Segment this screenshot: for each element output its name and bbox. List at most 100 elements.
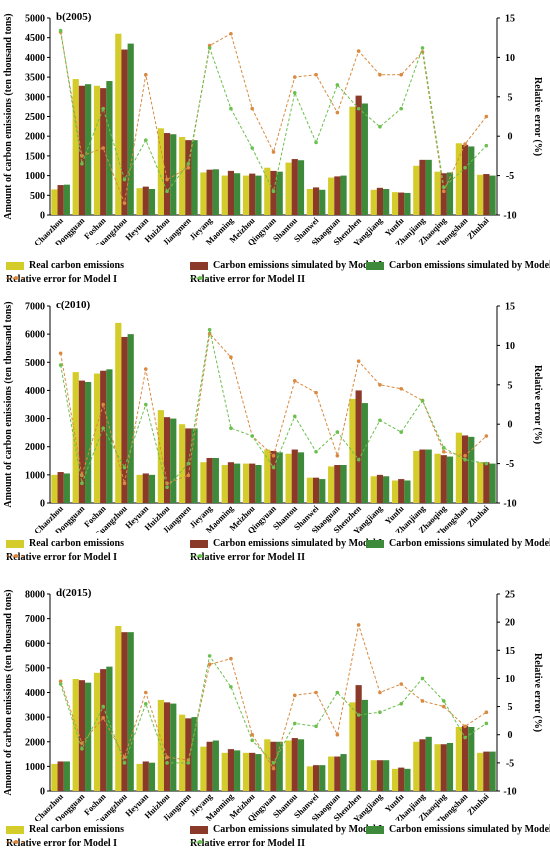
point-err2	[229, 685, 233, 689]
point-err1	[250, 732, 255, 737]
bar-model1	[57, 472, 64, 503]
bar-model1	[185, 140, 192, 215]
legend-item-model1: Carbon emissions simulated by Model I	[190, 260, 382, 271]
y-tick-label: 6000	[25, 639, 45, 650]
bar-model1	[121, 632, 128, 791]
point-err1	[399, 682, 404, 686]
bar-real	[349, 106, 356, 215]
bar-model2	[255, 175, 262, 215]
point-err1	[250, 106, 255, 111]
bar-model1	[419, 159, 426, 215]
y-tick-label: 1500	[25, 151, 45, 162]
bar-model2	[319, 479, 326, 503]
bar-model1	[121, 336, 128, 503]
bar-model2	[361, 103, 368, 215]
point-err1	[271, 453, 276, 458]
y2-tick-label: 0	[508, 420, 513, 431]
bar-model1	[142, 186, 149, 215]
legend-label-err1: Relative error for Model I	[6, 274, 118, 285]
bar-real	[328, 466, 335, 503]
bar-model2	[127, 632, 134, 791]
bar-real	[455, 432, 462, 503]
y2-tick-label: 0	[508, 132, 513, 143]
point-err1	[441, 449, 446, 454]
bar-model2	[404, 768, 411, 791]
point-err2	[463, 165, 467, 170]
point-err2	[399, 430, 404, 434]
bar-real	[306, 766, 313, 791]
bar-model1	[312, 765, 320, 791]
y-tick-label: 4000	[25, 688, 45, 699]
legend-item-real: Real carbon emissions	[6, 538, 124, 549]
legend-swatch-real	[6, 261, 24, 270]
bar-real	[157, 128, 164, 215]
point-err2	[207, 46, 212, 50]
bar-model2	[255, 754, 262, 791]
point-err2	[80, 746, 84, 751]
y2-tick-label: 25	[505, 590, 515, 601]
point-err2	[165, 485, 169, 490]
x-tick-label: Zhuhai	[465, 791, 491, 817]
point-err2	[271, 761, 276, 765]
legend-2015: Real carbon emissions Carbon emissions s…	[4, 822, 550, 862]
point-err1	[484, 710, 489, 714]
y2-axis-title: Relative error (%)	[532, 653, 543, 732]
bar-model1	[440, 744, 447, 791]
point-err1	[58, 679, 63, 684]
point-err2	[207, 654, 212, 658]
bar-model2	[468, 146, 475, 215]
y2-axis-title: Relative error (%)	[532, 77, 543, 156]
bar-real	[136, 763, 143, 791]
legend-swatch-model1	[190, 825, 208, 834]
point-err1	[229, 355, 233, 360]
legend-swatch-err2	[190, 554, 210, 558]
point-err1	[484, 434, 489, 438]
bar-model1	[206, 457, 213, 503]
point-err2	[420, 676, 425, 681]
point-err1	[356, 49, 361, 53]
bar-real	[391, 192, 399, 215]
point-err2	[80, 161, 84, 166]
point-err2	[463, 735, 467, 740]
bar-model1	[334, 756, 341, 791]
y-tick-label: 1000	[25, 470, 45, 481]
point-err2	[122, 177, 127, 182]
y2-tick-label: 0	[508, 730, 513, 741]
panel-2005: 0 500 1000 1500 2000 2500 3000 3500 4000 4500 5000…	[0, 0, 550, 287]
bar-real	[285, 740, 292, 791]
point-err2	[101, 704, 106, 709]
legend-swatch-model1	[190, 261, 208, 270]
point-err2	[314, 449, 318, 454]
y2-tick-label: 20	[505, 618, 515, 629]
point-err1	[441, 189, 446, 194]
chart-2015: 0 1000 2000 3000 4000 5000 6000 7000 8000 -10 -5 0 5…	[3, 587, 543, 821]
bar-real	[157, 410, 164, 503]
bar-model1	[376, 474, 384, 503]
bar-real	[179, 136, 186, 215]
bar-model1	[270, 450, 277, 503]
y-tick-label: 2000	[25, 737, 45, 748]
point-err1	[122, 755, 127, 760]
bar-real	[349, 398, 356, 503]
bar-real	[264, 449, 271, 503]
bar-model2	[276, 452, 283, 503]
point-err1	[484, 114, 489, 119]
bar-real	[221, 465, 228, 503]
bar-model2	[340, 175, 347, 215]
bar-model2	[212, 457, 219, 503]
bar-real	[51, 763, 58, 791]
legend-item-real: Real carbon emissions	[6, 824, 124, 835]
bar-model1	[185, 718, 192, 791]
point-err2	[143, 402, 148, 407]
legend-label-err1: Relative error for Model I	[6, 552, 118, 563]
legend-label-err2: Relative error for Model II	[190, 552, 305, 563]
bar-real	[242, 175, 250, 215]
point-err2	[250, 146, 255, 150]
point-err2	[335, 690, 340, 695]
legend-swatch-real	[6, 825, 24, 834]
point-err1	[356, 623, 361, 627]
y-tick-label: 3000	[25, 92, 45, 103]
y2-tick-label: 10	[505, 674, 515, 685]
bar-real	[328, 756, 335, 791]
bar-model2	[319, 765, 326, 791]
